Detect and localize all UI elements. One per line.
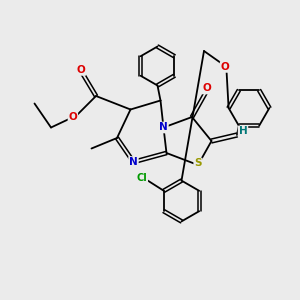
Text: O: O: [68, 112, 77, 122]
Text: Cl: Cl: [136, 173, 147, 183]
Text: H: H: [238, 126, 247, 136]
Text: N: N: [159, 122, 168, 133]
Text: N: N: [129, 157, 138, 167]
Text: O: O: [202, 83, 211, 94]
Text: O: O: [220, 62, 230, 72]
Text: S: S: [194, 158, 202, 169]
Text: O: O: [76, 65, 85, 75]
